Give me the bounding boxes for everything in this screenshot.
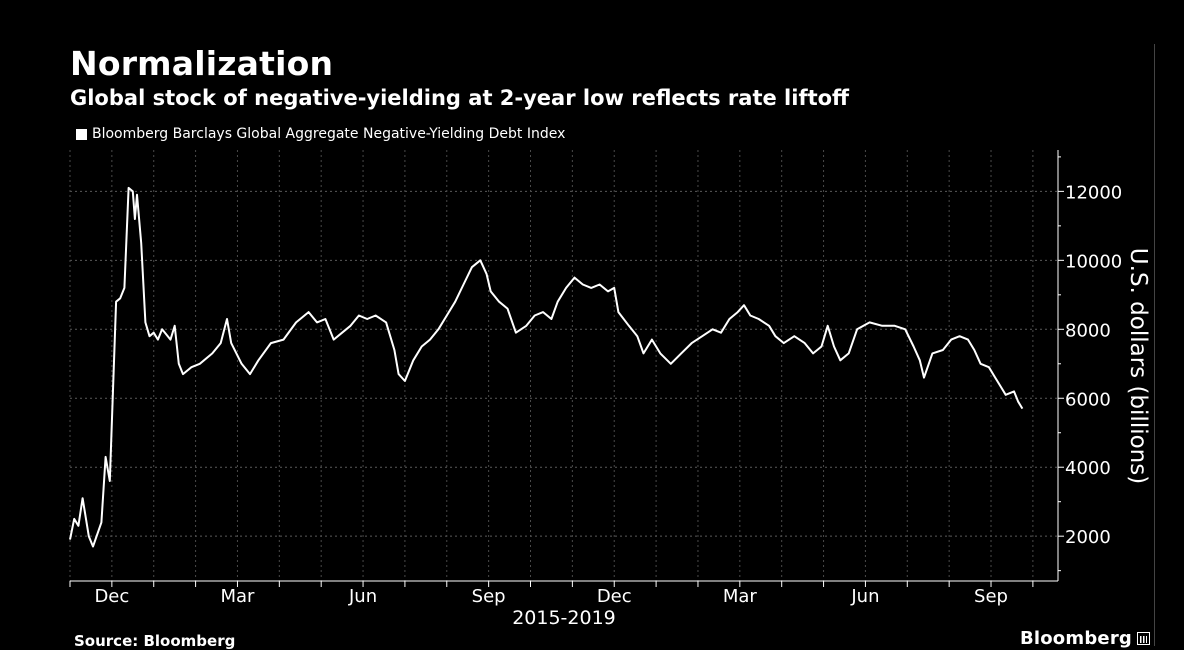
x-tick-label: Sep (472, 586, 506, 607)
bar-chart-icon (1137, 632, 1150, 645)
x-tick-label: Jun (850, 586, 879, 607)
x-tick-label: Dec (94, 586, 129, 607)
y-tick-label: 10000 (1065, 251, 1122, 272)
legend-swatch (76, 128, 87, 140)
bloomberg-logo: Bloomberg (1020, 628, 1150, 649)
x-tick-label: Sep (974, 586, 1008, 607)
y-tick-label: 8000 (1065, 320, 1111, 341)
x-tick-label: Jun (348, 586, 377, 607)
x-axis-label: 2015-2019 (512, 607, 616, 629)
legend-label: Bloomberg Barclays Global Aggregate Nega… (92, 126, 566, 142)
y-axis-label: U.S. dollars (billions) (1125, 248, 1151, 484)
brand-label: Bloomberg (1019, 628, 1132, 649)
y-tick-label: 2000 (1065, 527, 1111, 548)
y-tick-label: 6000 (1065, 389, 1111, 410)
panel-divider (1154, 44, 1155, 646)
y-tick-label: 12000 (1065, 182, 1122, 203)
chart-subtitle: Global stock of negative-yielding at 2-y… (70, 86, 850, 110)
chart-legend: Bloomberg Barclays Global Aggregate Nega… (76, 126, 565, 142)
x-tick-label: Dec (597, 586, 632, 607)
chart-title: Normalization (70, 44, 334, 83)
y-tick-label: 4000 (1065, 458, 1111, 479)
series-line (69, 186, 1024, 548)
source-note: Source: Bloomberg (74, 632, 236, 650)
x-tick-label: Mar (723, 586, 758, 607)
x-tick-label: Mar (220, 586, 255, 607)
